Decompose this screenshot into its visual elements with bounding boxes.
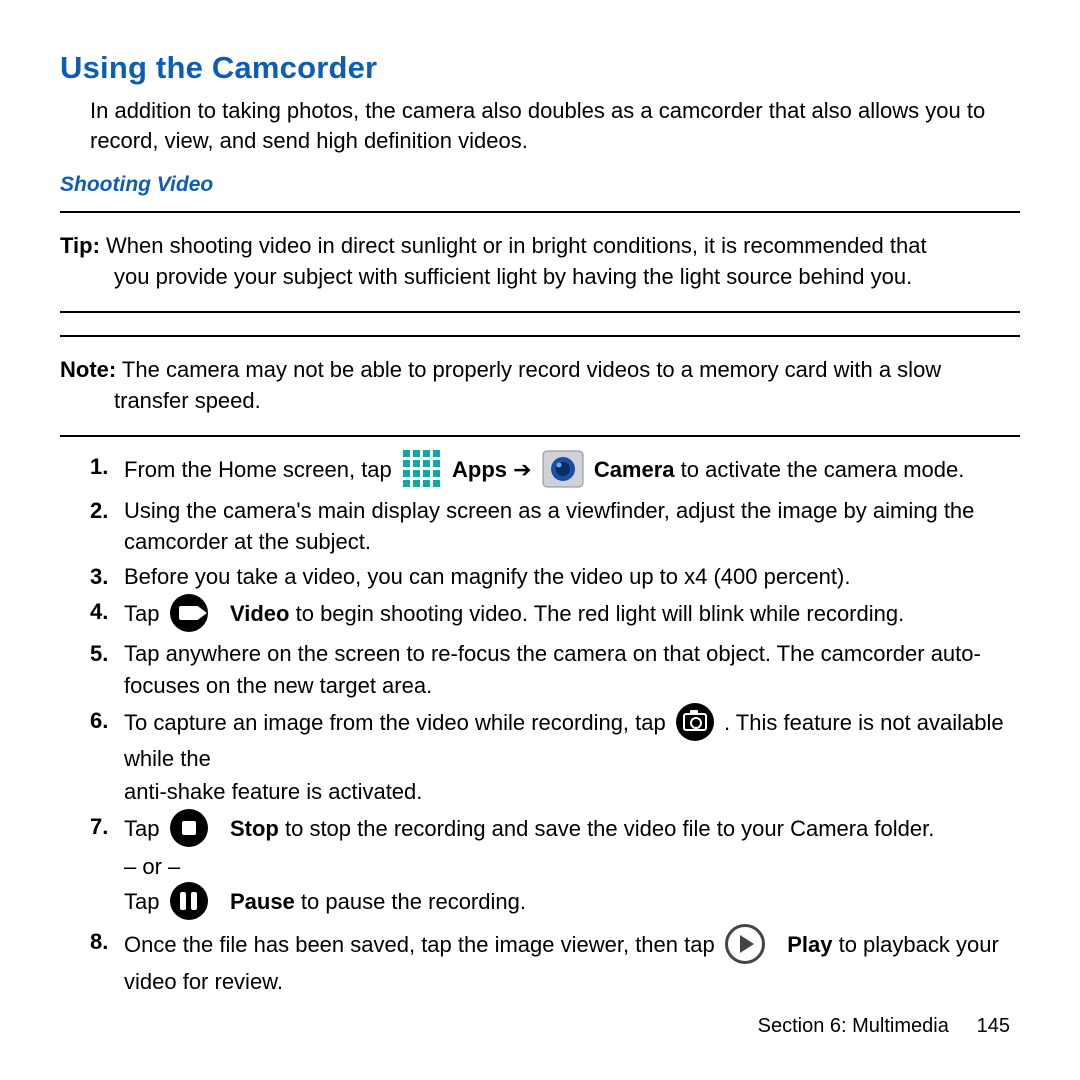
step-7-line2: Tap Pause to pause the recording. <box>124 884 1020 922</box>
footer-page-number: 145 <box>977 1015 1010 1037</box>
step-4: Tap Video to begin shooting video. The r… <box>90 596 1020 634</box>
step-7-post2: to pause the recording. <box>301 889 526 914</box>
intro-paragraph: In addition to taking photos, the camera… <box>90 96 1020 155</box>
stop-icon <box>170 809 208 847</box>
note-text-2: transfer speed. <box>60 386 1020 417</box>
note-text-1: The camera may not be able to properly r… <box>116 357 941 382</box>
step-7: Tap Stop to stop the recording and save … <box>90 811 1020 922</box>
step-3: Before you take a video, you can magnify… <box>90 561 1020 592</box>
note-label: Note: <box>60 357 116 382</box>
subheading-shooting-video: Shooting Video <box>60 173 1020 197</box>
step-7-post: to stop the recording and save the video… <box>285 816 934 841</box>
step-4-post: to begin shooting video. The red light w… <box>296 601 905 626</box>
video-label: Video <box>230 601 290 626</box>
step-8: Once the file has been saved, tap the im… <box>90 926 1020 997</box>
arrow-icon: ➔ <box>513 456 538 481</box>
play-label: Play <box>787 932 832 957</box>
step-6-post2: anti-shake feature is activated. <box>124 776 1020 807</box>
tip-text-2: you provide your subject with sufficient… <box>60 262 1020 293</box>
camera-app-icon <box>542 450 584 488</box>
stop-label: Stop <box>230 816 279 841</box>
tip-line: Tip: When shooting video in direct sunli… <box>60 233 927 258</box>
camera-label: Camera <box>594 456 675 481</box>
manual-page: Using the Camcorder In addition to takin… <box>0 0 1080 1080</box>
step-7-pre2: Tap <box>124 889 166 914</box>
step-2: Using the camera's main display screen a… <box>90 495 1020 557</box>
tip-label: Tip: <box>60 233 100 258</box>
camera-capture-icon <box>676 703 714 741</box>
page-footer: Section 6: Multimedia 145 <box>758 1015 1010 1038</box>
step-1: From the Home screen, tap Apps ➔ <box>90 451 1020 491</box>
step-1-post: to activate the camera mode. <box>681 456 965 481</box>
pause-icon <box>170 882 208 920</box>
note-block: Note: The camera may not be able to prop… <box>60 337 1020 435</box>
step-5: Tap anywhere on the screen to re-focus t… <box>90 638 1020 700</box>
apps-label: Apps <box>452 456 507 481</box>
step-7-or: – or – <box>124 851 1020 882</box>
step-8-pre: Once the file has been saved, tap the im… <box>124 932 721 957</box>
note-line: Note: The camera may not be able to prop… <box>60 357 941 382</box>
steps-list: From the Home screen, tap Apps ➔ <box>90 451 1020 998</box>
step-7-pre: Tap <box>124 816 166 841</box>
apps-grid-icon <box>402 449 442 489</box>
play-icon <box>725 924 765 964</box>
step-6: To capture an image from the video while… <box>90 705 1020 807</box>
page-title: Using the Camcorder <box>60 50 1020 86</box>
divider <box>60 435 1020 437</box>
footer-section: Section 6: Multimedia <box>758 1015 949 1037</box>
step-6-pre: To capture an image from the video while… <box>124 710 672 735</box>
step-1-pre: From the Home screen, tap <box>124 456 398 481</box>
tip-text-1: When shooting video in direct sunlight o… <box>100 233 927 258</box>
pause-label: Pause <box>230 889 295 914</box>
video-record-icon <box>170 594 208 632</box>
step-4-pre: Tap <box>124 601 166 626</box>
tip-block: Tip: When shooting video in direct sunli… <box>60 213 1020 311</box>
